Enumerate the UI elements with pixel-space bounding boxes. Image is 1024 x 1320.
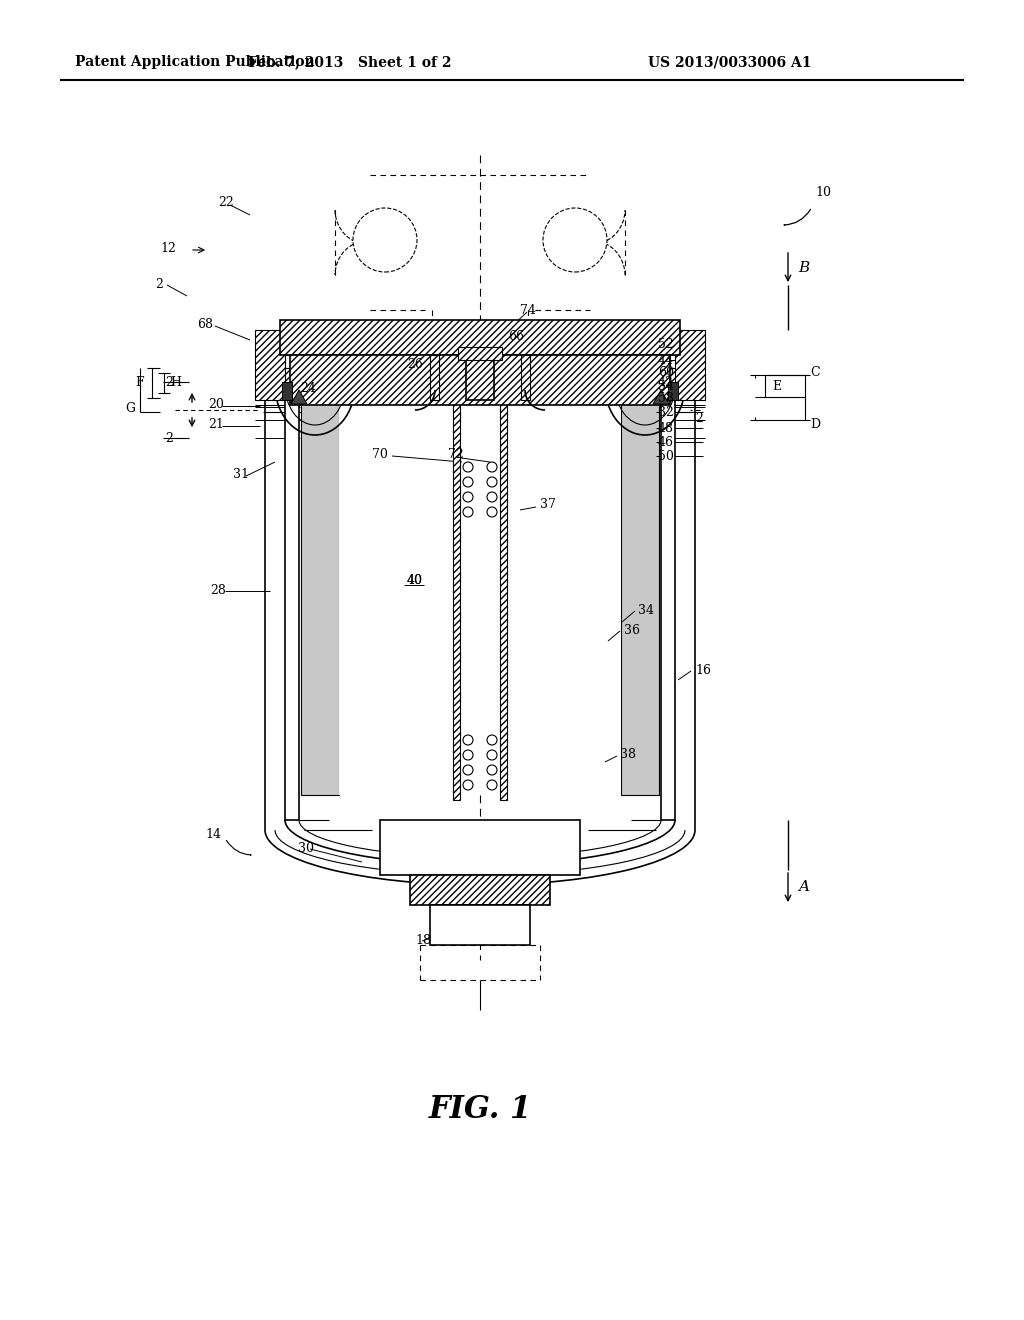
Text: 28: 28	[210, 583, 226, 597]
Text: 72: 72	[449, 449, 464, 462]
Polygon shape	[290, 355, 670, 405]
Polygon shape	[410, 875, 550, 906]
Text: 31: 31	[233, 469, 249, 482]
Text: H: H	[170, 376, 181, 389]
Text: 20: 20	[208, 399, 224, 412]
Text: 42: 42	[658, 375, 674, 388]
Text: 54: 54	[658, 380, 674, 393]
Circle shape	[463, 750, 473, 760]
Text: 36: 36	[624, 623, 640, 636]
Polygon shape	[285, 389, 299, 820]
Polygon shape	[453, 389, 460, 800]
Polygon shape	[653, 389, 669, 404]
Polygon shape	[280, 319, 680, 355]
Text: 40: 40	[407, 573, 423, 586]
Circle shape	[487, 766, 497, 775]
Text: 16: 16	[695, 664, 711, 676]
Polygon shape	[301, 395, 339, 795]
Text: F: F	[135, 376, 143, 389]
Text: E: E	[772, 380, 781, 393]
Polygon shape	[675, 330, 705, 400]
Polygon shape	[430, 906, 530, 945]
Text: 40: 40	[407, 573, 423, 586]
Text: 74: 74	[520, 304, 536, 317]
Circle shape	[487, 735, 497, 744]
Text: 21: 21	[208, 418, 224, 432]
Text: US 2013/0033006 A1: US 2013/0033006 A1	[648, 55, 811, 69]
Circle shape	[487, 477, 497, 487]
Text: 10: 10	[815, 186, 831, 199]
Circle shape	[463, 477, 473, 487]
Text: 37: 37	[540, 499, 556, 511]
Polygon shape	[263, 368, 299, 399]
Text: 44: 44	[658, 354, 674, 367]
Text: 32: 32	[658, 405, 674, 418]
Text: 34: 34	[638, 603, 654, 616]
Text: Feb. 7, 2013   Sheet 1 of 2: Feb. 7, 2013 Sheet 1 of 2	[248, 55, 452, 69]
Text: C: C	[810, 367, 819, 380]
Circle shape	[463, 766, 473, 775]
Circle shape	[463, 492, 473, 502]
Circle shape	[353, 209, 417, 272]
Polygon shape	[662, 389, 675, 820]
Text: D: D	[810, 417, 820, 430]
Polygon shape	[291, 389, 307, 404]
Text: 2: 2	[155, 279, 163, 292]
Text: 50: 50	[658, 450, 674, 462]
Text: 58: 58	[658, 392, 674, 404]
Polygon shape	[662, 368, 697, 399]
Text: B: B	[798, 261, 809, 275]
Text: 52: 52	[658, 338, 674, 351]
Text: 38: 38	[620, 748, 636, 762]
Polygon shape	[466, 355, 494, 400]
Text: 68: 68	[197, 318, 213, 331]
Text: G: G	[125, 401, 135, 414]
Text: 12: 12	[160, 242, 176, 255]
Text: 2: 2	[165, 375, 173, 388]
Text: 70: 70	[372, 449, 388, 462]
FancyArrowPatch shape	[784, 210, 811, 226]
Text: 14: 14	[205, 829, 221, 842]
Polygon shape	[430, 355, 439, 400]
Bar	[282, 381, 292, 400]
Circle shape	[487, 750, 497, 760]
Text: 22: 22	[218, 197, 233, 210]
Text: 60: 60	[658, 367, 674, 380]
Text: 30: 30	[298, 842, 314, 854]
Circle shape	[487, 462, 497, 473]
Circle shape	[487, 492, 497, 502]
Text: FIG. 1: FIG. 1	[428, 1094, 531, 1126]
Text: 46: 46	[658, 436, 674, 449]
Polygon shape	[500, 389, 507, 800]
Circle shape	[543, 209, 607, 272]
Text: 2: 2	[695, 412, 702, 425]
Text: 18: 18	[415, 933, 431, 946]
Text: 26: 26	[408, 359, 423, 371]
Bar	[668, 381, 678, 400]
Text: 24: 24	[300, 381, 315, 395]
FancyArrowPatch shape	[226, 841, 251, 855]
Circle shape	[463, 735, 473, 744]
Text: 48: 48	[658, 421, 674, 434]
Polygon shape	[621, 395, 659, 795]
Polygon shape	[521, 355, 530, 400]
Circle shape	[463, 462, 473, 473]
Text: 2: 2	[165, 432, 173, 445]
Circle shape	[463, 507, 473, 517]
Circle shape	[487, 507, 497, 517]
Circle shape	[463, 780, 473, 789]
Polygon shape	[255, 330, 285, 400]
Text: A: A	[798, 880, 809, 894]
Polygon shape	[339, 395, 621, 795]
Polygon shape	[458, 347, 502, 360]
Text: Patent Application Publication: Patent Application Publication	[75, 55, 314, 69]
Circle shape	[487, 780, 497, 789]
Polygon shape	[380, 820, 580, 875]
Text: 66: 66	[508, 330, 524, 343]
